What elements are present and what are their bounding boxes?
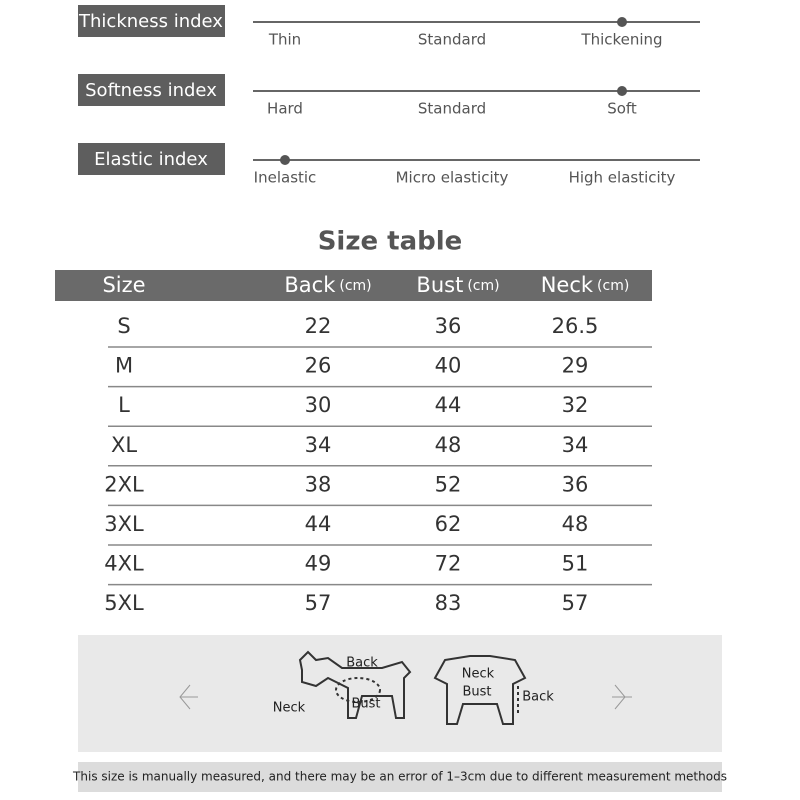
table-header-cell: Bust (cm) [416,273,499,297]
index-label-bg [78,143,225,175]
illustrations [179,650,632,725]
table-cell: 44 [305,512,332,536]
index-option: Inelastic [254,169,317,187]
table-cell: 34 [305,433,332,457]
diagram-label: Neck [462,667,495,682]
table-cell: 2XL [104,472,144,496]
index-option: High elasticity [569,169,676,187]
table-cell: L [118,393,130,417]
table-header-cell: Neck (cm) [541,273,630,297]
table-cell: S [117,314,130,338]
table-cell: 34 [562,433,589,457]
index-marker [617,17,627,27]
table-cell: 51 [562,552,589,576]
table-cell: 52 [435,472,462,496]
table-header-cell: Size [102,273,145,297]
index-option: Soft [607,100,637,118]
header-name: Back [284,273,336,297]
diagram-label: Neck [273,701,306,716]
table-cell: 22 [305,314,332,338]
index-option: Standard [418,100,486,118]
index-option: Standard [418,31,486,49]
table-cell: 26 [305,354,332,378]
diagram-panel [78,635,722,752]
table-cell: 36 [435,314,462,338]
table-cell: 48 [435,433,462,457]
header-name: Bust [416,273,463,297]
diagram-label: Bust [351,697,380,712]
table-cell: 36 [562,472,589,496]
table-cell: 40 [435,354,462,378]
table-cell: 83 [435,591,462,615]
index-label: Thickness index [78,11,223,32]
index-label: Elastic index [94,149,208,170]
index-option: Thin [268,31,301,49]
table-cell: 30 [305,393,332,417]
note-bar [78,762,722,792]
table-cell: 57 [305,591,332,615]
index-label-bg [78,74,225,106]
table-cell: 29 [562,354,589,378]
header-unit: (cm) [339,278,371,294]
header-name: Neck [541,273,594,297]
table-cell: 3XL [104,512,144,536]
table-cell: 72 [435,552,462,576]
table-header-bg [55,270,652,301]
index-option: Hard [267,100,303,118]
header-unit: (cm) [467,278,499,294]
index-label: Softness index [85,80,217,101]
table-cell: 49 [305,552,332,576]
table-cell: 32 [562,393,589,417]
table-cell: 5XL [104,591,144,615]
index-option: Micro elasticity [396,169,509,187]
table-cell: 44 [435,393,462,417]
table-cell: XL [111,433,137,457]
note: This size is manually measured, and ther… [72,770,727,784]
header-unit: (cm) [597,278,629,294]
table-cell: 57 [562,591,589,615]
table-cell: 26.5 [552,314,599,338]
index-option: Thickening [580,31,662,49]
index-marker [280,155,290,165]
table-cell: 4XL [104,552,144,576]
diagram-label: Bust [462,685,491,700]
table-title: Size table [318,227,463,257]
table-cell: 62 [435,512,462,536]
index-label-bg [78,5,225,37]
table-header-cell: Back (cm) [284,273,371,297]
header-name: Size [102,273,145,297]
diagram-label: Back [346,656,378,671]
index-marker [617,86,627,96]
table-cell: 48 [562,512,589,536]
table-cell: M [115,354,133,378]
diagram-label: Back [522,690,554,705]
table-cell: 38 [305,472,332,496]
